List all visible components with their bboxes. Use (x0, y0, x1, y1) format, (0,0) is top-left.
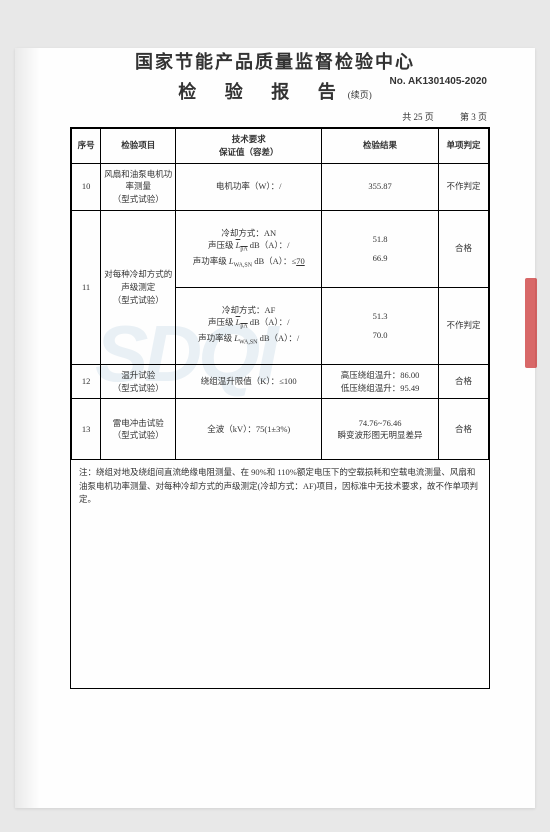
cell-item: 雷电冲击试验 （型式试验） (101, 399, 176, 460)
col-result: 检验结果 (322, 129, 439, 164)
table-row: 10 风扇和油泵电机功率测量 （型式试验） 电机功率（W）：/ 355.87 不… (72, 163, 489, 210)
cell-tech: 全波（kV）：75(1±3%) (176, 399, 322, 460)
current-page: 第 3 页 (460, 112, 487, 122)
cell-no: 11 (72, 210, 101, 364)
item-type: （型式试验） (104, 429, 172, 442)
footnote: 注：绕组对地及绕组间直流绝缘电阻测量、在 90%和 110%额定电压下的空载损耗… (71, 460, 489, 513)
cell-result: 355.87 (322, 163, 439, 210)
content-frame: 序号 检验项目 技术要求 保证值（容差） 检验结果 单项判定 10 风扇和油泵电… (70, 127, 490, 689)
col-tech-b: 保证值（容差） (179, 146, 318, 159)
table-row: 12 温升试验 （型式试验） 绕组温升限值（K）：≤100 高压绕组温升：86.… (72, 364, 489, 399)
cell-result: 51.8 66.9 (322, 210, 439, 287)
item-type: （型式试验） (104, 382, 172, 395)
result-line: 51.8 (325, 233, 435, 246)
cell-no: 10 (72, 163, 101, 210)
result-line: 高压绕组温升：86.00 (325, 369, 435, 382)
cell-tech: 电机功率（W）：/ (176, 163, 322, 210)
tech-line: 冷却方式：AF (179, 304, 318, 317)
col-seq: 序号 (72, 129, 101, 164)
item-type: （型式试验） (104, 193, 172, 206)
item-name: 风扇和油泵电机功率测量 (104, 168, 172, 194)
result-line: 74.76~76.46 (325, 417, 435, 430)
col-tech: 技术要求 保证值（容差） (176, 129, 322, 164)
inspection-table: 序号 检验项目 技术要求 保证值（容差） 检验结果 单项判定 10 风扇和油泵电… (71, 128, 489, 460)
tech-line: 冷却方式：AN (179, 227, 318, 240)
page: SDQI No. AK1301405-2020 国家节能产品质量监督检验中心 检… (15, 48, 535, 808)
cell-verdict: 合格 (438, 210, 488, 287)
col-verdict: 单项判定 (438, 129, 488, 164)
result-line: 低压绕组温升：95.49 (325, 382, 435, 395)
content-wrapper: No. AK1301405-2020 国家节能产品质量监督检验中心 检 验 报 … (15, 48, 535, 689)
document-number: No. AK1301405-2020 (390, 76, 487, 87)
cell-item: 风扇和油泵电机功率测量 （型式试验） (101, 163, 176, 210)
report-title-text: 检 验 报 告 (178, 82, 348, 102)
item-name: 温升试验 (104, 369, 172, 382)
cell-verdict: 合格 (438, 399, 488, 460)
table-row: 13 雷电冲击试验 （型式试验） 全波（kV）：75(1±3%) 74.76~7… (72, 399, 489, 460)
cell-result: 74.76~76.46 瞬变波形图无明显差异 (322, 399, 439, 460)
item-name: 对每种冷却方式的声级测定 (104, 268, 172, 294)
cell-tech: 冷却方式：AF 声压级 LpA dB（A）：/ 声功率级 LWA,SN dB（A… (176, 287, 322, 364)
cell-verdict: 合格 (438, 364, 488, 399)
cell-item: 对每种冷却方式的声级测定 （型式试验） (101, 210, 176, 364)
total-pages: 共 25 页 (402, 112, 434, 122)
continuation-label: (续页) (348, 90, 372, 100)
cell-no: 12 (72, 364, 101, 399)
result-line: 瞬变波形图无明显差异 (325, 429, 435, 442)
col-item: 检验项目 (101, 129, 176, 164)
cell-result: 51.3 70.0 (322, 287, 439, 364)
cell-no: 13 (72, 399, 101, 460)
table-row: 11 对每种冷却方式的声级测定 （型式试验） 冷却方式：AN 声压级 LpA d… (72, 210, 489, 287)
cell-tech: 冷却方式：AN 声压级 LpA dB（A）：/ 声功率级 LWA,SN dB（A… (176, 210, 322, 287)
cell-verdict: 不作判定 (438, 287, 488, 364)
cell-verdict: 不作判定 (438, 163, 488, 210)
tech-line: 声功率级 LWA,SN dB（A）：≤70 (179, 255, 318, 271)
item-name: 雷电冲击试验 (104, 417, 172, 430)
result-line: 66.9 (325, 252, 435, 265)
result-line: 70.0 (325, 329, 435, 342)
cell-tech: 绕组温升限值（K）：≤100 (176, 364, 322, 399)
cell-item: 温升试验 （型式试验） (101, 364, 176, 399)
tech-line: 声功率级 LWA,SN dB（A）：/ (179, 332, 318, 348)
tech-line: 声压级 LpA dB（A）：/ (179, 316, 318, 332)
cell-result: 高压绕组温升：86.00 低压绕组温升：95.49 (322, 364, 439, 399)
result-line: 51.3 (325, 310, 435, 323)
table-header-row: 序号 检验项目 技术要求 保证值（容差） 检验结果 单项判定 (72, 129, 489, 164)
item-type: （型式试验） (104, 294, 172, 307)
page-indicator: 共 25 页 第 3 页 (15, 110, 487, 123)
col-tech-a: 技术要求 (179, 133, 318, 146)
org-title: 国家节能产品质量监督检验中心 (15, 48, 535, 74)
tech-line: 声压级 LpA dB（A）：/ (179, 239, 318, 255)
